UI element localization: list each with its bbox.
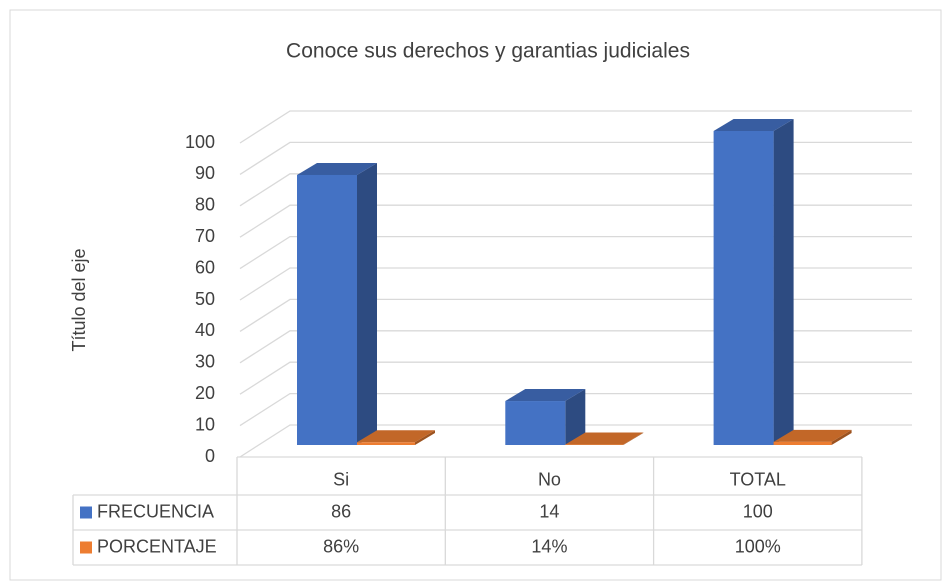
grid-line	[239, 141, 912, 175]
grid-line	[239, 392, 912, 427]
y-tick-label: 100	[185, 132, 215, 152]
grid-line	[239, 204, 912, 238]
y-tick-label: 60	[195, 257, 215, 277]
bar	[505, 389, 586, 445]
bar-front	[773, 441, 832, 445]
chart-title: Conoce sus derechos y garantias judicial…	[286, 40, 690, 63]
y-tick-label: 10	[195, 414, 215, 434]
bar-front	[357, 442, 415, 445]
y-tick-label: 80	[195, 195, 215, 215]
bar-top	[357, 430, 435, 443]
bar	[357, 430, 435, 445]
bar-top	[565, 432, 644, 445]
x-tick-label: No	[538, 469, 561, 489]
bar-side	[831, 429, 852, 445]
legend-swatch	[80, 541, 92, 554]
bar-top	[505, 389, 586, 402]
bar-top	[297, 162, 377, 175]
table-cell: 86%	[323, 536, 359, 556]
table-cell: 86	[331, 501, 351, 521]
bar-top	[713, 119, 794, 131]
bar	[565, 432, 644, 445]
bar	[297, 162, 377, 445]
table-cell: 14%	[531, 536, 567, 556]
y-axis-title: Título del eje	[69, 248, 89, 351]
bar-side	[773, 119, 794, 445]
bar-front	[713, 131, 774, 445]
y-tick-label: 90	[195, 163, 215, 183]
bar-side	[415, 430, 435, 445]
grid-line	[239, 424, 912, 458]
bar-front	[505, 401, 566, 445]
y-tick-label: 50	[195, 289, 215, 309]
legend-label: FRECUENCIA	[97, 501, 214, 521]
grid-line	[239, 173, 912, 207]
bar-side	[357, 162, 377, 445]
table-cell: 100%	[735, 536, 781, 556]
table-cell: 100	[743, 501, 773, 521]
legend-label: PORCENTAJE	[97, 536, 217, 556]
grid-line	[239, 361, 912, 395]
y-tick-label: 40	[195, 320, 215, 340]
grid-line	[239, 298, 912, 332]
x-tick-label: TOTAL	[730, 469, 786, 489]
x-tick-label: Si	[333, 469, 349, 489]
grid-line	[239, 330, 912, 364]
grid-line	[239, 267, 912, 301]
legend-swatch	[80, 506, 92, 519]
bar	[713, 119, 794, 445]
bar-side	[565, 389, 586, 445]
grid-line	[239, 110, 912, 144]
y-tick-label: 0	[205, 446, 215, 466]
bar-side	[623, 432, 644, 445]
y-tick-label: 30	[195, 352, 215, 372]
bar-top	[773, 429, 852, 442]
table-cell: 14	[539, 501, 559, 521]
y-tick-label: 70	[195, 226, 215, 246]
bar	[773, 429, 852, 445]
bar-front	[297, 174, 357, 445]
grid-line	[239, 235, 912, 270]
y-tick-label: 20	[195, 383, 215, 403]
